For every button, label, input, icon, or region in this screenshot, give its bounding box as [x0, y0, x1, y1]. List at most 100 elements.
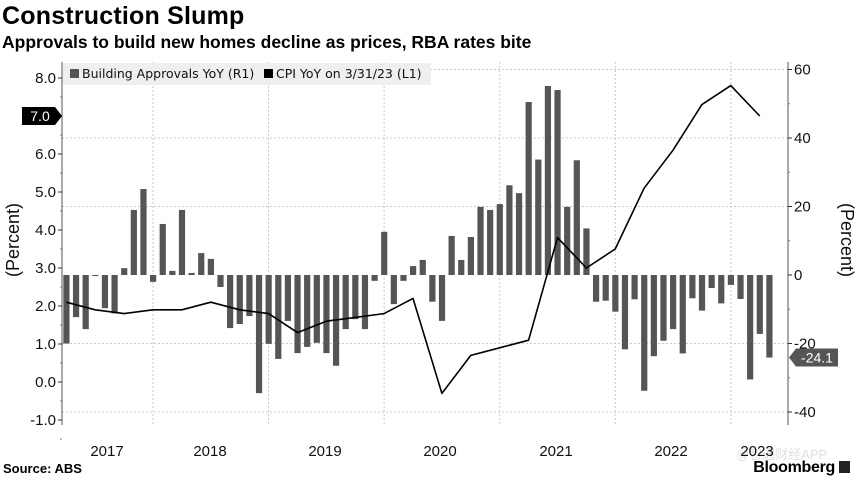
approvals-bar	[564, 206, 571, 275]
approvals-bar	[294, 275, 301, 354]
approvals-bar	[92, 275, 99, 277]
approvals-bar	[390, 275, 397, 305]
approvals-bar	[236, 275, 243, 324]
approvals-bar	[612, 275, 619, 312]
approvals-bar	[621, 275, 629, 350]
legend-label-approvals: Building Approvals YoY (R1)	[82, 66, 254, 81]
approvals-bar	[255, 275, 263, 394]
approvals-bar	[227, 275, 234, 329]
approvals-bar	[198, 253, 205, 275]
approvals-bar	[506, 185, 513, 275]
approvals-bar	[169, 270, 176, 275]
approvals-bar	[650, 275, 657, 357]
approvals-bar	[467, 236, 474, 275]
approvals-bar	[63, 275, 70, 344]
right-tick-label: -20	[794, 336, 816, 353]
approvals-bar	[679, 275, 686, 354]
approvals-bar	[554, 90, 561, 275]
approvals-bar	[275, 275, 282, 359]
approvals-bar	[496, 204, 503, 275]
approvals-bar	[477, 206, 484, 275]
approvals-bar	[592, 275, 600, 302]
approvals-bar	[111, 275, 118, 314]
x-tick-label: 2022	[654, 443, 687, 460]
approvals-bar	[429, 275, 436, 302]
approvals-bar	[573, 160, 580, 275]
approvals-bar	[304, 275, 311, 347]
left-tick-label: -1.0	[30, 412, 56, 429]
left-tick-label: 6.0	[35, 146, 56, 163]
x-tick-label: 2018	[193, 443, 226, 460]
approvals-bar	[265, 275, 272, 344]
approvals-bar	[766, 275, 773, 358]
right-axis-title: (Percent)	[837, 203, 857, 277]
approvals-bar	[82, 275, 89, 330]
x-tick-label: 2020	[423, 443, 456, 460]
chart-subtitle: Approvals to build new homes decline as …	[2, 32, 532, 52]
approvals-bar	[583, 228, 590, 275]
approvals-bar	[544, 85, 552, 275]
watermark: @智通财经APP	[736, 447, 828, 462]
approvals-bar	[448, 235, 455, 275]
approvals-bar	[72, 275, 80, 318]
approvals-bar	[381, 231, 388, 275]
source-note: Source: ABS	[3, 461, 82, 476]
legend-label-cpi: CPI YoY on 3/31/23 (L1)	[276, 66, 422, 81]
approvals-bar	[101, 275, 109, 309]
approvals-bar	[670, 275, 677, 330]
approvals-last-value-tag	[789, 348, 838, 367]
chart-title: Construction Slump	[2, 2, 245, 30]
approvals-bar	[535, 159, 542, 275]
approvals-bar	[246, 275, 253, 317]
left-tick-label: 0.0	[35, 374, 56, 391]
x-tick-label: 2021	[539, 443, 572, 460]
left-axis-title: (Percent)	[3, 203, 23, 277]
approvals-bar	[631, 275, 638, 300]
approvals-bar	[121, 268, 128, 275]
right-tick-label: 0	[794, 267, 802, 284]
approvals-bar	[419, 259, 426, 275]
approvals-bar	[458, 259, 465, 275]
approvals-bar	[140, 189, 147, 275]
x-tick-label: 2023	[740, 443, 773, 460]
right-tick-label: 20	[794, 199, 811, 216]
approvals-bar	[217, 275, 224, 287]
approvals-bar	[130, 209, 137, 275]
approvals-bar	[188, 272, 195, 275]
approvals-bar	[361, 275, 369, 330]
approvals-bar	[178, 209, 186, 275]
approvals-bar	[660, 275, 667, 341]
right-tick-label: -40	[794, 404, 816, 421]
approvals-bar	[515, 193, 523, 275]
approvals-bar	[756, 275, 763, 334]
approvals-bar	[708, 275, 715, 289]
left-tick-label: 1.0	[35, 336, 56, 353]
approvals-bar	[747, 275, 754, 380]
approvals-bar	[323, 275, 330, 354]
approvals-bar	[410, 266, 417, 275]
approvals-bar	[698, 275, 706, 311]
approvals-bar	[438, 275, 446, 321]
legend-swatch-cpi	[264, 69, 273, 78]
left-tick-label: 4.0	[35, 222, 56, 239]
right-tick-label: 60	[794, 62, 811, 79]
logo-text: Bloomberg	[753, 459, 835, 476]
approvals-bar	[207, 258, 214, 275]
approvals-bar	[313, 275, 320, 343]
approvals-bar	[602, 275, 609, 301]
cpi-last-value-tag	[22, 107, 62, 125]
cpi-last-value-label: 7.0	[30, 108, 50, 124]
approvals-bar	[641, 275, 648, 391]
approvals-bar	[150, 275, 157, 282]
approvals-bar	[352, 275, 359, 320]
approvals-bar	[718, 275, 725, 304]
left-tick-label: 8.0	[35, 70, 56, 87]
approvals-bar	[487, 209, 494, 275]
approvals-bar	[525, 102, 532, 275]
approvals-bar	[371, 275, 378, 281]
cpi-line	[66, 84, 761, 395]
x-tick-label: 2017	[90, 443, 123, 460]
left-tick-label: 2.0	[35, 298, 56, 315]
approvals-bar	[400, 275, 407, 281]
